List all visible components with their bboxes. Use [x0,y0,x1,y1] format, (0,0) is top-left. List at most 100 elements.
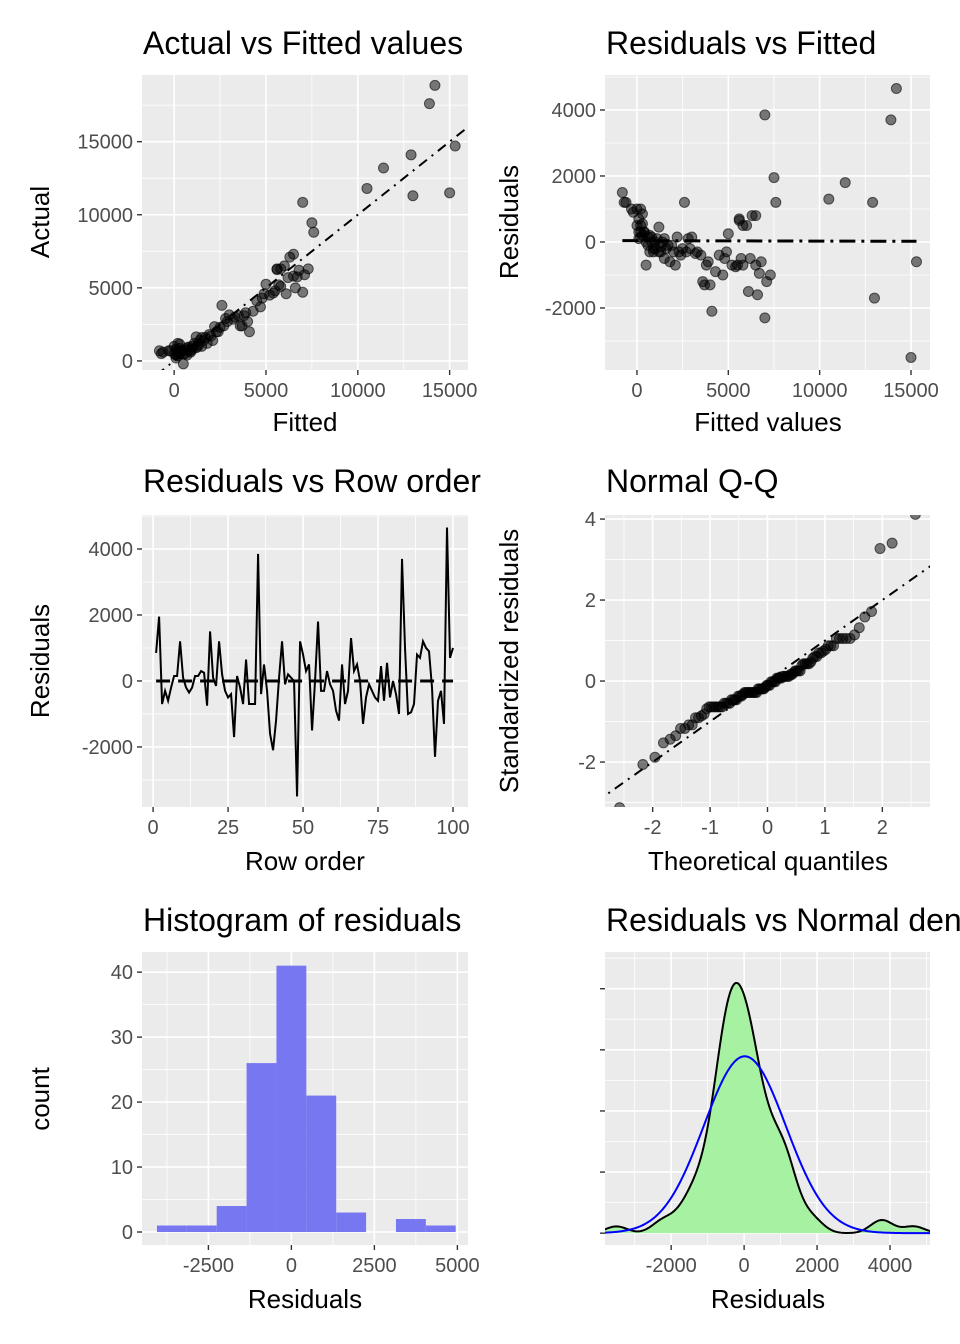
panel-5: -2000 0 2000 4000 [600,952,930,1277]
y-tick-label: 15000 [77,132,133,154]
data-point [823,193,835,205]
title-residuals-vs-fitted: Residuals vs Fitted [606,25,876,61]
data-point [190,331,202,343]
data-point [910,256,922,268]
xlabel-residuals-vs-fitted: Fitted values [694,407,841,437]
x-tick-label: 10000 [792,380,848,402]
xlabel-row-order: Row order [245,846,365,876]
x-tick-label: 50 [292,817,314,839]
data-point [768,172,780,184]
data-point [890,83,902,95]
x-tick-label: -2000 [646,1255,697,1277]
data-point [449,140,461,152]
density-curve [605,981,930,1234]
data-point [212,326,224,338]
data-point [254,301,266,313]
y-tick-label: 2000 [552,166,597,188]
histogram-bar [216,1206,247,1233]
y-tick-label: 4000 [89,539,134,561]
xlabel-actual-vs-fitted: Fitted [272,407,337,437]
y-tick-label: 30 [111,1027,133,1049]
data-point [770,196,782,208]
data-point [755,256,767,268]
data-point [172,337,184,349]
data-point [640,259,652,271]
data-point [753,267,765,279]
y-tick-label: 5000 [89,278,134,300]
xlabel-qq: Theoretical quantiles [648,846,888,876]
plot-area [155,527,454,797]
x-tick-label: 0 [148,817,159,839]
panel-0: 0 5000 10000 15000 0 5000 10000 15000 [77,75,478,402]
histogram-bar [156,1225,187,1233]
y-tick-label: 0 [122,1222,133,1244]
xlabel-histogram: Residuals [248,1284,362,1314]
panel-1: 0 5000 10000 15000 -2000 0 2000 4000 [545,75,939,402]
data-point [407,190,419,202]
data-point [378,162,390,174]
data-point [684,243,696,255]
plot-area [605,981,930,1235]
data-point [271,263,283,275]
x-tick-label: 0 [631,380,642,402]
data-point [183,343,195,355]
plot-area [616,83,922,363]
y-tick-label: -2000 [82,737,133,759]
ylabel-residuals-vs-fitted: Residuals [494,165,524,279]
data-point [702,256,714,268]
data-point [616,186,628,198]
data-point [297,286,309,298]
data-point [752,289,764,301]
data-point [717,269,729,281]
histogram-bar [186,1225,217,1233]
y-tick-label: -2 [578,752,596,774]
data-point [867,196,879,208]
y-tick-label: -2000 [545,298,596,320]
x-tick-label: 0 [762,817,773,839]
panel-2: 0 25 50 75 100 -2000 0 2000 4000 [82,515,470,839]
title-residuals-vs-normal-density: Residuals vs Normal density [606,902,960,938]
data-point [216,299,228,311]
y-tick-label: 2000 [89,605,134,627]
panel-3: -2 -1 0 1 2 -2 0 2 4 [578,509,930,839]
x-tick-label: 25 [217,817,239,839]
x-tick-label: 0 [286,1255,297,1277]
data-point [423,98,435,110]
data-point [192,340,204,352]
x-tick-label: 5000 [435,1255,480,1277]
x-tick-label: -1 [701,817,719,839]
data-point [669,259,681,271]
y-tick-label: 0 [122,351,133,373]
data-point [750,210,762,222]
y-tick-label: 40 [111,962,133,984]
data-point [655,246,667,258]
data-point [306,217,318,229]
x-tick-label: 0 [739,1255,750,1277]
y-tick-label: 4000 [552,100,597,122]
histogram-bar [395,1219,426,1233]
histogram-bar [336,1212,367,1233]
y-tick-label: 10000 [77,205,133,227]
data-point [671,231,683,243]
qq-point [866,606,878,618]
qq-point [874,543,886,555]
x-tick-label: 15000 [422,380,478,402]
qq-point [649,751,661,763]
ylabel-row-order: Residuals [25,604,55,718]
x-tick-label: 4000 [868,1255,913,1277]
data-point [260,278,272,290]
data-point [839,177,851,189]
data-point [759,109,771,121]
data-point [675,249,687,261]
density-area [605,982,930,1234]
data-point [759,312,771,324]
normal-density-curve [605,1055,930,1235]
data-point [666,239,678,251]
plot-area [153,79,468,370]
data-point [678,196,690,208]
data-point [635,203,647,215]
panel-4: -2500 0 2500 5000 0 10 20 30 40 [111,952,480,1277]
data-point [297,196,309,208]
data-point [905,351,917,363]
